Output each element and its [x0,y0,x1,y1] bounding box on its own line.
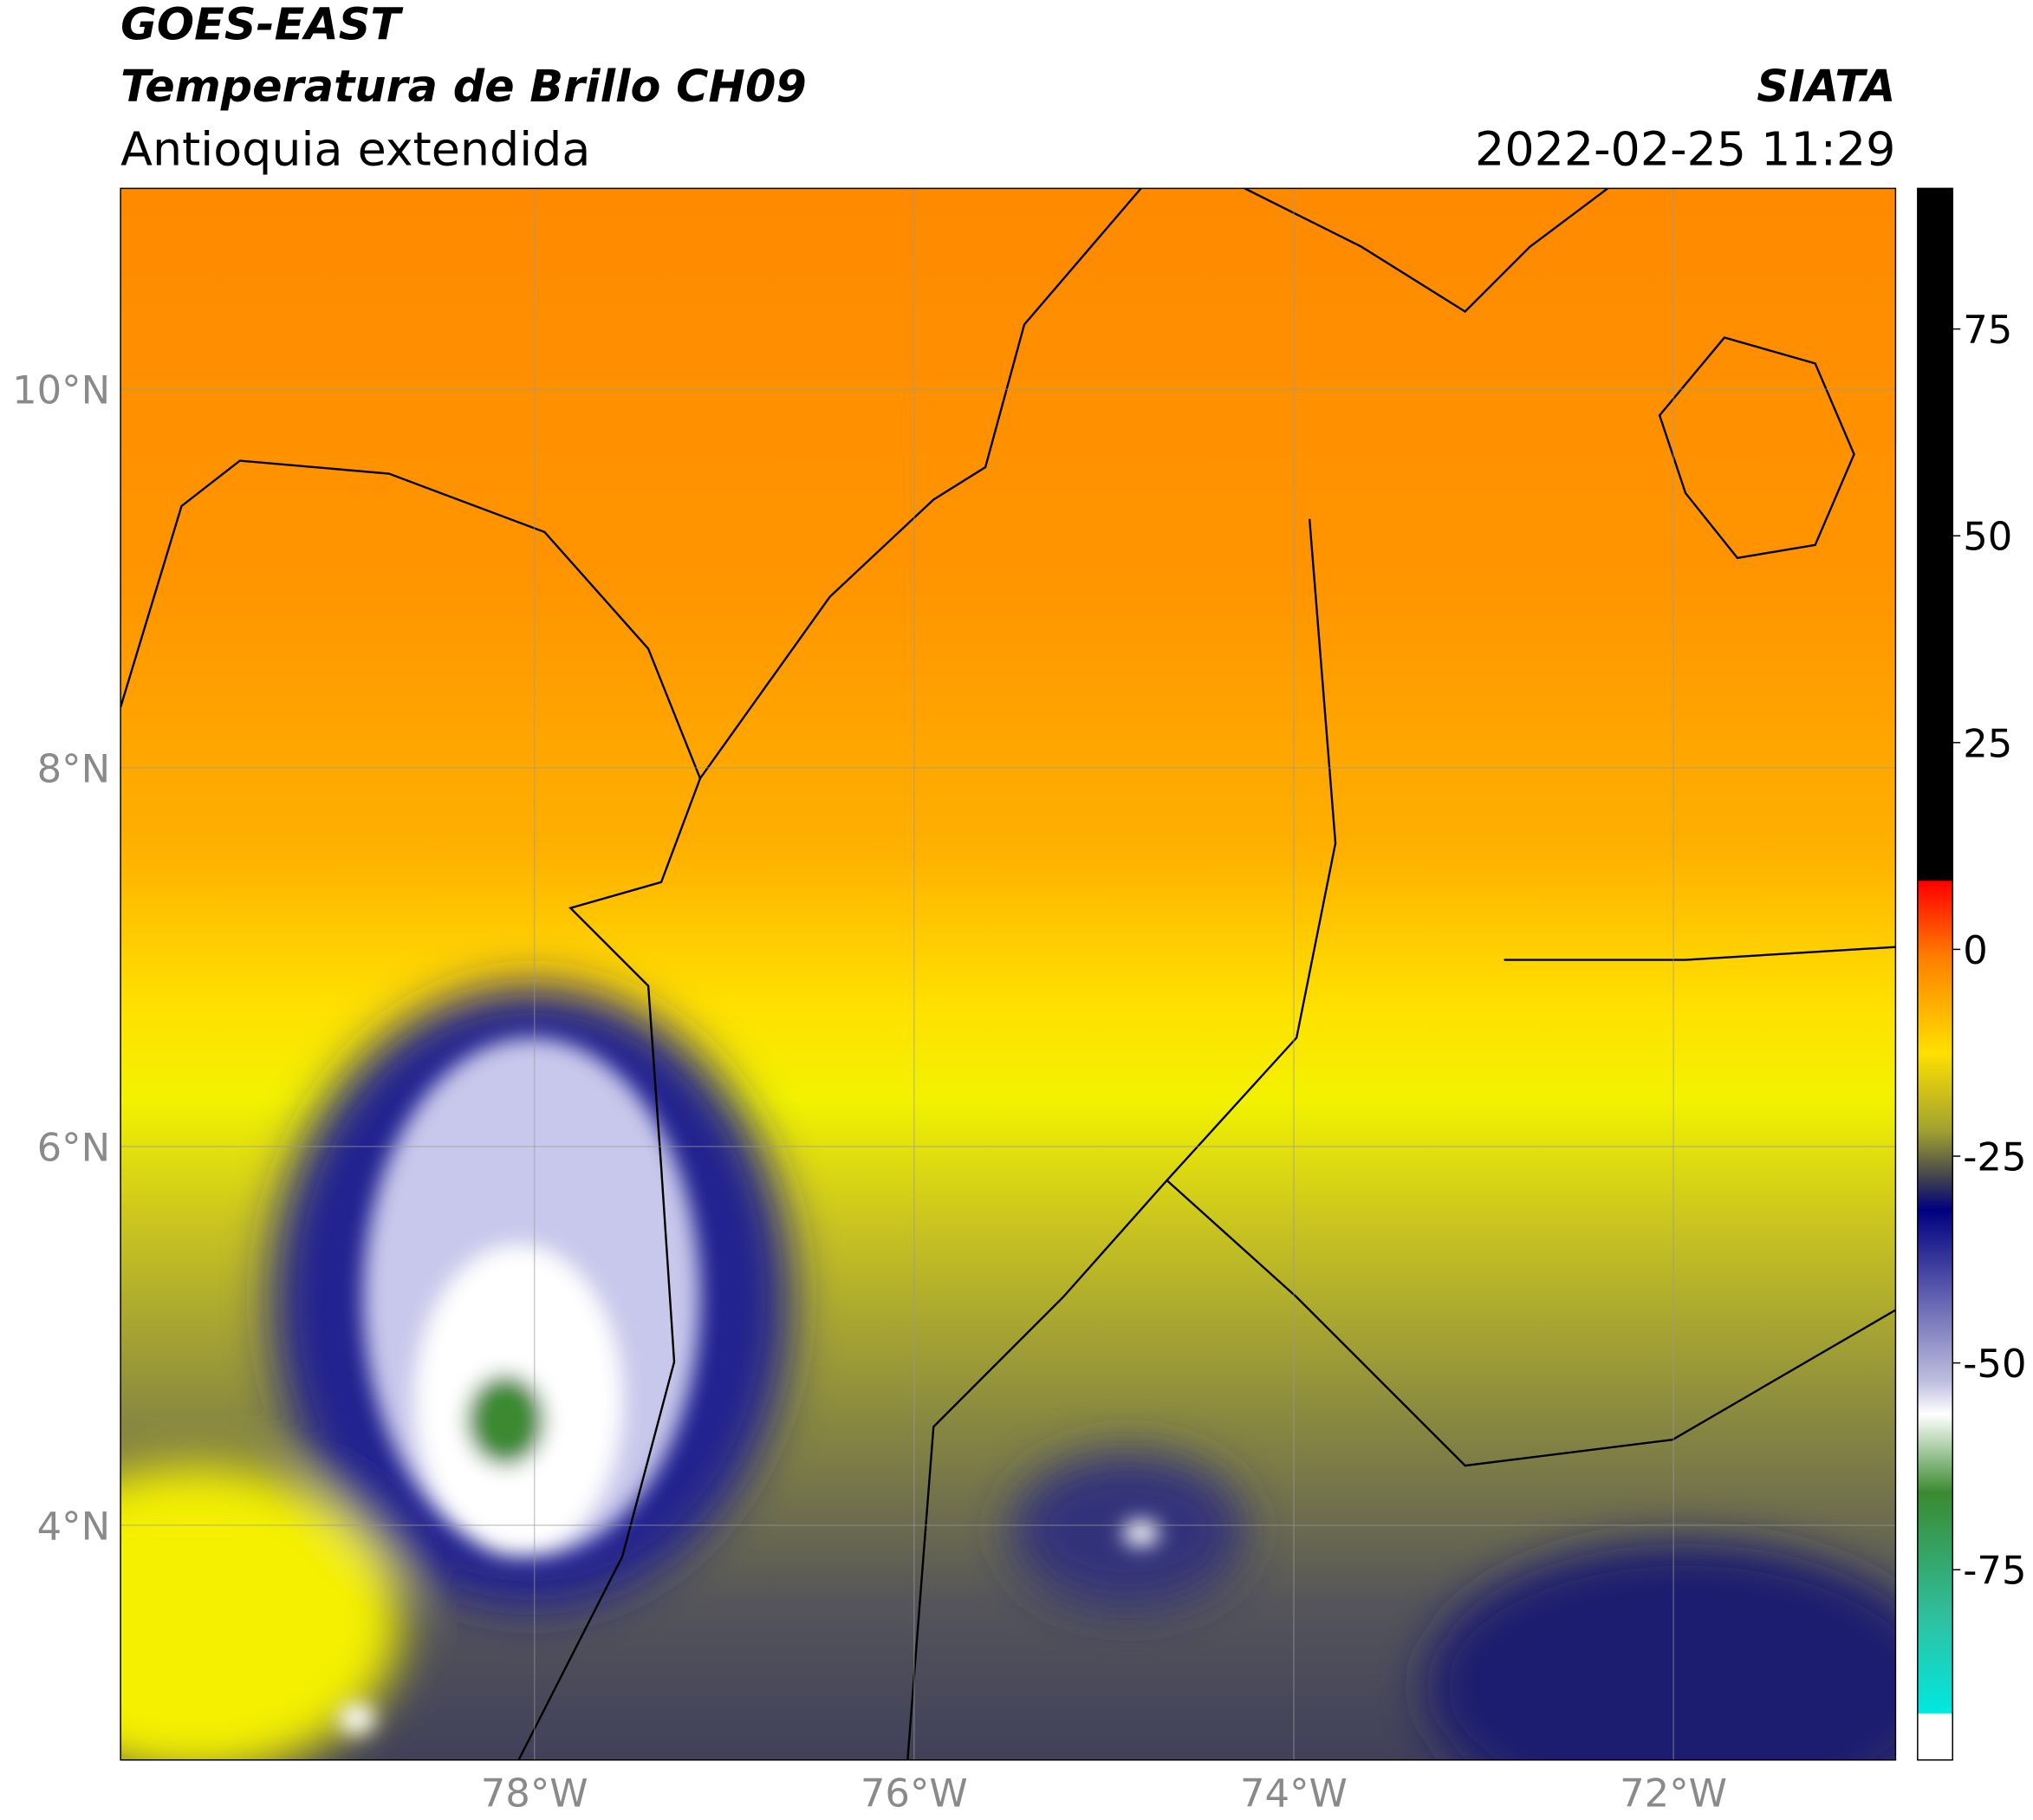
x-tick-label: 78°W [481,1771,588,1817]
colorbar-tick-label: 0 [1963,927,1988,973]
y-tick-label: 10°N [12,367,110,413]
colorbar-tick-label: -50 [1963,1341,2026,1387]
datetime: 2022-02-25 11:29 [1475,121,1895,176]
source: SIATA [1757,61,1895,112]
storm-core [338,1037,1159,1734]
y-tick-label: 4°N [37,1503,111,1549]
title: GOES-EAST [120,0,404,49]
colorbar-tick-label: -75 [1963,1548,2026,1594]
colorbar [1917,187,1953,1761]
map-image [120,188,1896,1760]
map-frame [120,187,1897,1761]
x-tick-label: 72°W [1620,1771,1727,1817]
x-tick-label: 74°W [1240,1771,1348,1817]
y-tick-label: 8°N [37,745,111,791]
colorbar-tick-label: 50 [1963,514,2012,560]
grid [120,188,1896,1760]
coastlines [120,188,1896,1760]
colorbar-tick-label: 75 [1963,307,2012,353]
colorbar-tick-label: -25 [1963,1134,2026,1180]
x-tick-label: 76°W [861,1771,968,1817]
subtitle: Temperatura de Brillo CH09 [120,61,807,112]
colorbar-tick-label: 25 [1963,720,2012,766]
y-tick-label: 6°N [37,1124,111,1170]
region: Antioquia extendida [120,121,590,176]
